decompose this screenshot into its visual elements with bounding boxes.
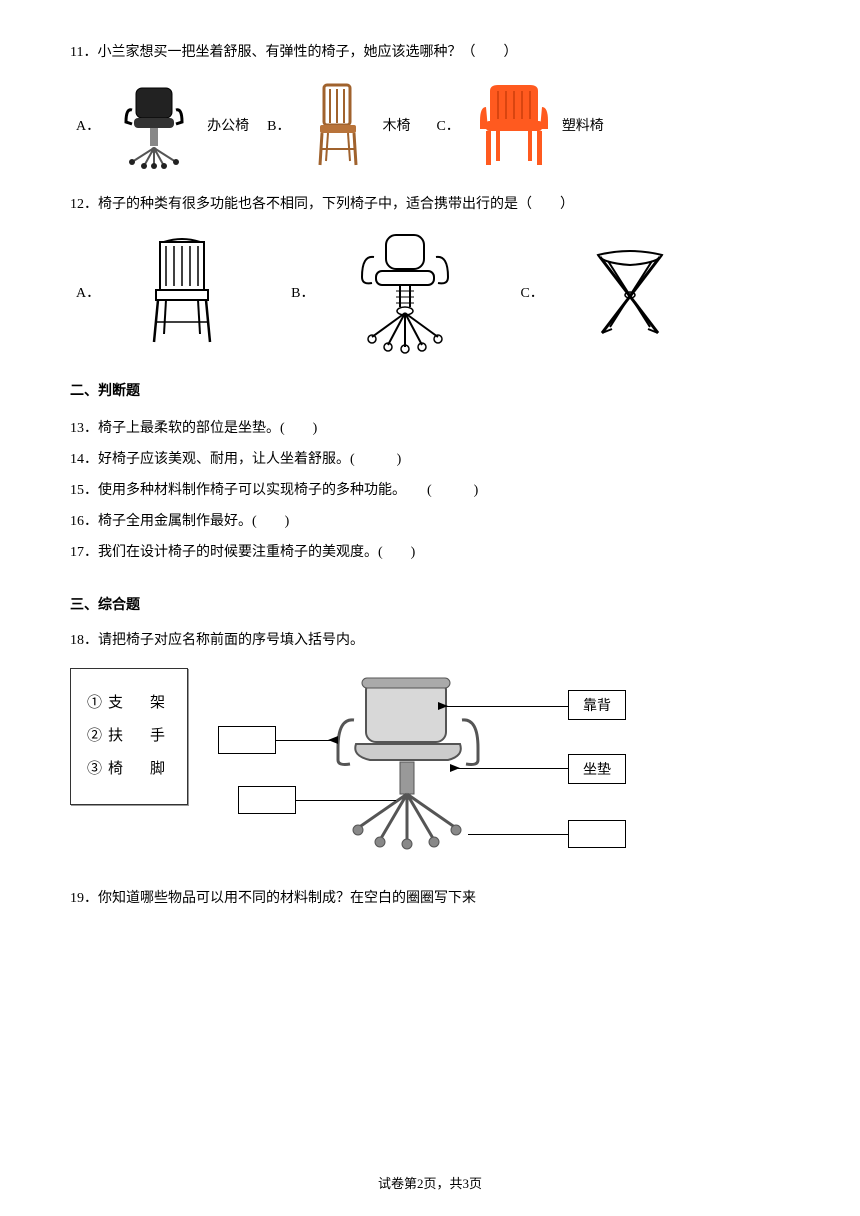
legend-box: ①支 架 ②扶 手 ③椅 脚 [70, 668, 188, 805]
choice-c-text: 塑料椅 [562, 115, 604, 135]
question-14: 14．好椅子应该美观、耐用，让人坐着舒服。( ) [70, 445, 790, 476]
q-number: 12． [70, 197, 98, 212]
choice-c-label: C． [436, 115, 459, 135]
dining-chair-icon [136, 234, 231, 349]
question-11: 11．小兰家想买一把坐着舒服、有弹性的椅子，她应该选哪种？（ ） [70, 40, 790, 65]
wood-chair-icon [304, 77, 374, 172]
choice-b-label: B． [267, 115, 290, 135]
choice-b-text: 木椅 [382, 115, 410, 135]
legend-1: ①支 架 [87, 687, 171, 720]
choice-a-label: A． [76, 115, 100, 135]
question-13: 13．椅子上最柔软的部位是坐垫。( ) [70, 414, 790, 445]
q-text: 小兰家想买一把坐着舒服、有弹性的椅子，她应该选哪种？（ ） [97, 45, 517, 60]
q-number: 11． [70, 45, 97, 60]
blank-box-armrest[interactable] [218, 726, 276, 754]
section-3-title: 三、综合题 [70, 594, 790, 614]
q-text: 椅子的种类有很多功能也各不相同，下列椅子中，适合携带出行的是（ ） [98, 197, 574, 212]
q12-choices: A． B． [70, 229, 790, 354]
question-17: 17．我们在设计椅子的时候要注重椅子的美观度。( ) [70, 538, 790, 569]
choice-a-text: 办公椅 [207, 115, 249, 135]
question-12: 12．椅子的种类有很多功能也各不相同，下列椅子中，适合携带出行的是（ ） [70, 192, 790, 217]
folding-stool-icon [580, 237, 680, 347]
question-18: 18．请把椅子对应名称前面的序号填入括号内。 [70, 628, 790, 653]
choice-a-label: A． [76, 282, 100, 302]
question-16: 16．椅子全用金属制作最好。( ) [70, 507, 790, 538]
chair-diagram: 靠背 坐垫 [218, 668, 790, 868]
q11-choices: A． 办公椅 B． [70, 77, 790, 172]
page-footer: 试卷第2页，共3页 [70, 1173, 790, 1192]
label-seat: 坐垫 [568, 754, 626, 784]
legend-3: ③椅 脚 [87, 753, 171, 786]
question-15: 15．使用多种材料制作椅子可以实现椅子的多种功能。 ( ) [70, 476, 790, 507]
question-19: 19．你知道哪些物品可以用不同的材料制成？在空白的圈圈写下来 [70, 886, 790, 911]
section-2-title: 二、判断题 [70, 380, 790, 400]
office-chair-icon [114, 80, 199, 170]
choice-b-label: B． [291, 282, 314, 302]
plastic-chair-icon [474, 77, 554, 172]
swivel-chair-icon [350, 229, 460, 354]
blank-box-leg[interactable] [568, 820, 626, 848]
choice-c-label: C． [520, 282, 543, 302]
label-back: 靠背 [568, 690, 626, 720]
blank-box-support[interactable] [238, 786, 296, 814]
q18-diagram: ①支 架 ②扶 手 ③椅 脚 靠背 坐垫 [70, 668, 790, 868]
legend-2: ②扶 手 [87, 720, 171, 753]
